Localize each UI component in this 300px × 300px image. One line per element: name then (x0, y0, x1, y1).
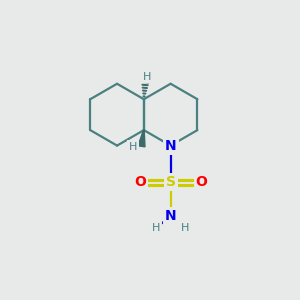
Text: H: H (128, 142, 137, 152)
Text: O: O (134, 176, 146, 189)
Text: H: H (181, 223, 190, 233)
Text: N: N (165, 209, 176, 223)
Text: S: S (166, 176, 176, 189)
Text: O: O (196, 176, 208, 189)
Text: H: H (142, 72, 151, 82)
Text: N: N (165, 139, 176, 153)
Polygon shape (138, 130, 145, 147)
Text: H: H (152, 223, 160, 233)
